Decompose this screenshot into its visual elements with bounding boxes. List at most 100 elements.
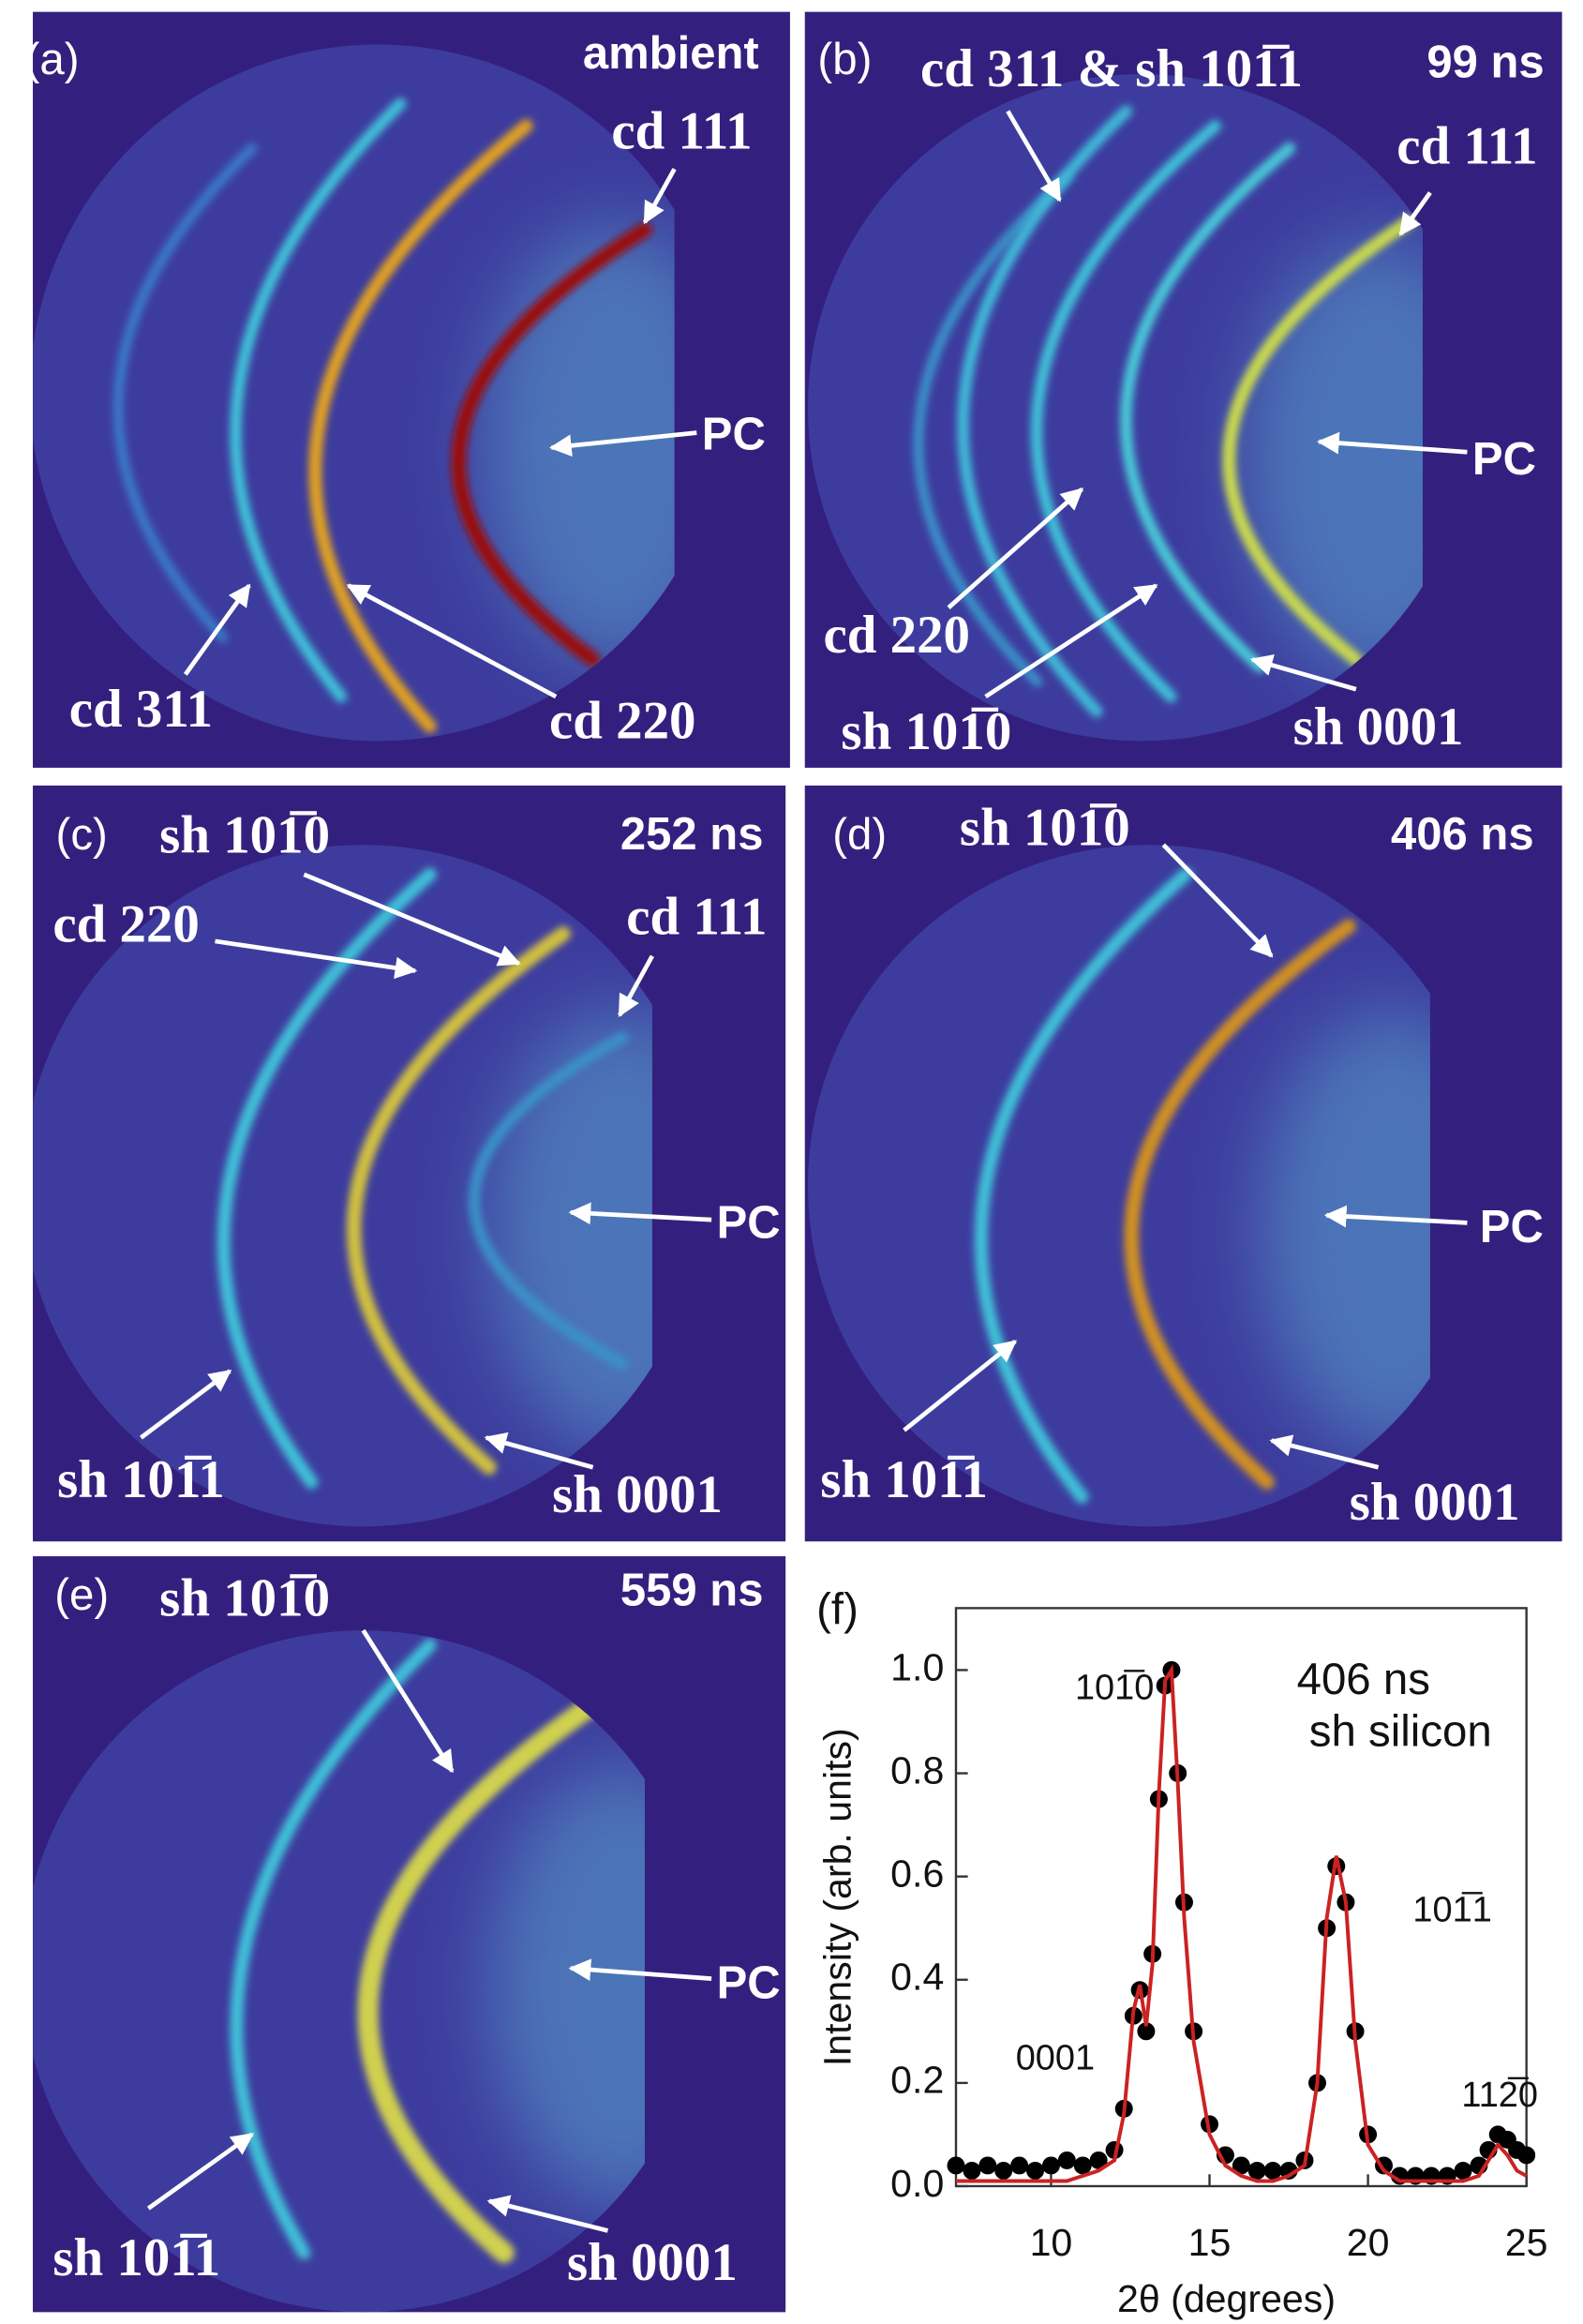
detector — [33, 44, 675, 742]
data-point — [1137, 2022, 1156, 2041]
panel-label: (a) — [25, 35, 80, 84]
arrow — [1269, 1434, 1380, 1470]
data-point — [963, 2161, 981, 2180]
chart-annotation: 0001 — [1016, 2039, 1095, 2078]
ring-label: PC — [717, 1957, 781, 2008]
arrow — [303, 872, 521, 967]
diffraction-ring — [112, 142, 258, 643]
panel-label: (f) — [816, 1585, 859, 1635]
detector-area — [807, 74, 1424, 742]
data-point — [1247, 2161, 1266, 2180]
data-point — [1057, 2151, 1076, 2169]
data-point — [1073, 2156, 1092, 2175]
x-tick-label: 15 — [1188, 2221, 1232, 2264]
ring-label: PC — [717, 1197, 781, 1248]
time-label: 252 ns — [620, 809, 764, 860]
chart-annotation: 101̅0 — [1075, 1668, 1154, 1707]
ring-label: PC — [1480, 1202, 1544, 1252]
time-label: 559 ns — [620, 1566, 764, 1616]
arrow — [1249, 654, 1357, 692]
arrow — [1161, 843, 1274, 958]
detector — [807, 74, 1424, 742]
arrow — [642, 168, 677, 225]
arrow — [1398, 191, 1432, 236]
panel-label: (d) — [832, 810, 887, 860]
arrow — [984, 583, 1158, 699]
diffraction-ring — [1222, 216, 1415, 667]
diffraction-ring — [469, 1031, 629, 1370]
y-axis-label: Intensity (arb. units) — [816, 1728, 859, 2066]
detector-area — [33, 845, 652, 1527]
time-label: 406 ns — [1391, 809, 1534, 860]
arrow — [903, 1339, 1018, 1432]
y-tick-label: 0.4 — [890, 1956, 944, 1999]
panel-label: (b) — [817, 35, 872, 84]
arrow — [486, 2195, 609, 2233]
arrow — [346, 583, 558, 699]
x-tick-label: 25 — [1505, 2221, 1548, 2264]
chart-annotation: 406 ns — [1297, 1655, 1430, 1704]
panel-label: (c) — [56, 810, 108, 860]
diffraction-ring — [1120, 142, 1296, 673]
arrow — [183, 583, 251, 676]
y-tick-label: 1.0 — [890, 1645, 944, 1688]
data-point — [1089, 2151, 1108, 2169]
data-point — [1010, 2156, 1029, 2175]
detector-area — [33, 1630, 645, 2313]
pc-glow — [488, 1008, 652, 1453]
ring-label: cd 220 — [52, 894, 200, 953]
detector — [807, 845, 1430, 1527]
x-tick-label: 10 — [1030, 2221, 1073, 2264]
data-point — [1454, 2161, 1472, 2180]
time-label: 99 ns — [1426, 37, 1544, 88]
data-point — [1263, 2161, 1282, 2180]
data-point — [1041, 2156, 1060, 2175]
arrow — [140, 1369, 232, 1440]
ring-label: sh 101̅0 — [960, 799, 1130, 858]
ring-label: cd 111 — [611, 102, 752, 161]
ring-label: cd 311 & sh 101̅1 — [920, 39, 1303, 98]
detector — [33, 845, 652, 1527]
data-point — [978, 2156, 997, 2175]
arrow — [361, 1628, 455, 1774]
arrow — [146, 2132, 254, 2211]
ring-label: cd 220 — [824, 606, 970, 665]
arrow — [568, 1958, 712, 1981]
diffraction-ring — [451, 222, 652, 667]
ring-label: cd 111 — [626, 887, 767, 946]
diffraction-ring — [230, 97, 407, 703]
plot-frame — [954, 1607, 1528, 2188]
y-tick-label: 0.2 — [890, 2059, 944, 2102]
diffraction-ring — [308, 119, 533, 733]
x-tick-label: 20 — [1347, 2221, 1390, 2264]
pc-glow — [482, 222, 675, 667]
diffraction-ring — [357, 1694, 604, 2264]
ring-label: cd 311 — [69, 680, 213, 739]
data-point — [994, 2161, 1013, 2180]
ring-label: sh 101̅1 — [820, 1450, 988, 1509]
ring-label: cd 111 — [1396, 116, 1537, 175]
diffraction-ring — [974, 867, 1193, 1504]
detector — [33, 1630, 645, 2313]
arrow — [618, 954, 654, 1018]
detector-area — [33, 44, 675, 742]
detector-area — [807, 845, 1430, 1527]
ring-label: sh 0001 — [1293, 697, 1464, 757]
pc-glow — [488, 1763, 645, 2209]
ring-label: cd 220 — [549, 692, 696, 751]
pc-glow — [1260, 1008, 1430, 1453]
y-tick-label: 0.0 — [890, 2162, 944, 2205]
data-point — [1232, 2156, 1250, 2175]
arrow — [549, 430, 697, 457]
ring-label: sh 101̅0 — [841, 702, 1011, 761]
ring-label: sh 0001 — [552, 1465, 723, 1524]
arrow — [568, 1202, 712, 1225]
diffraction-ring — [230, 1638, 437, 2260]
arrow — [1323, 1205, 1468, 1228]
ring-label: sh 101̅1 — [52, 2228, 220, 2287]
ring-label: PC — [1472, 434, 1536, 485]
arrow — [484, 1432, 594, 1470]
diffraction-ring — [346, 926, 571, 1476]
